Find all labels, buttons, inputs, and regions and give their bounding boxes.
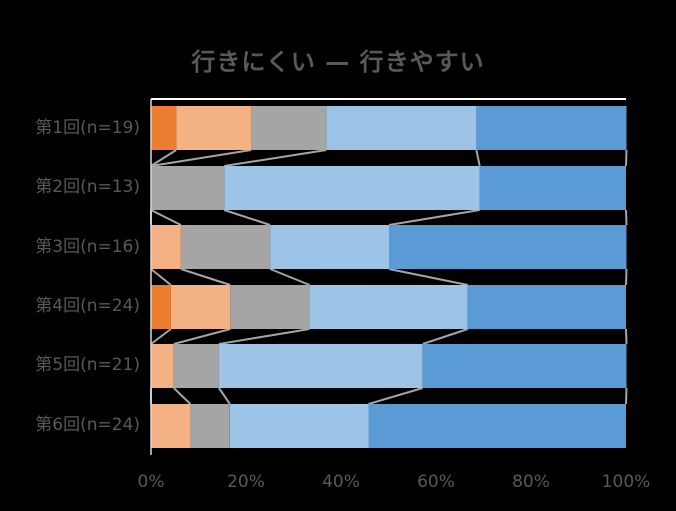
bar-segment (309, 285, 468, 329)
series-line (625, 149, 628, 167)
bar-segment (422, 344, 627, 388)
series-line (475, 149, 481, 167)
series-line (388, 209, 480, 226)
series-line (625, 209, 628, 226)
bar-segment (151, 404, 191, 448)
bar-segment (176, 106, 252, 150)
category-label: 第6回(n=24) (35, 415, 140, 435)
series-line (422, 328, 469, 345)
series-lines (150, 149, 628, 405)
bar-segment (151, 106, 177, 150)
series-line (218, 387, 231, 405)
series-line (269, 268, 310, 286)
series-line (368, 387, 423, 405)
series-line (150, 328, 172, 345)
bar-segment (467, 285, 626, 329)
bar-segment (151, 344, 174, 388)
series-line (218, 328, 310, 345)
bar-segment (151, 225, 181, 269)
bar-segment (173, 344, 219, 388)
bar-segment (368, 404, 626, 448)
tick-label: 80% (512, 472, 550, 492)
tick-label: 0% (137, 472, 165, 492)
series-line (173, 387, 192, 405)
bar-segment (389, 225, 627, 269)
category-label: 第2回(n=13) (35, 177, 140, 197)
series-line (224, 149, 327, 167)
series-line (150, 268, 172, 286)
bar-segment (151, 285, 171, 329)
category-label: 第5回(n=21) (35, 355, 140, 375)
tick-label: 40% (322, 472, 360, 492)
series-line (625, 268, 628, 286)
bar-segment (224, 166, 480, 210)
bar-segment (326, 106, 477, 150)
bar-segment (251, 106, 327, 150)
bar-segment (170, 285, 231, 329)
series-line (150, 149, 252, 167)
tick-label: 60% (417, 472, 455, 492)
tick-label: 100% (601, 472, 651, 492)
bar-segment (229, 404, 369, 448)
series-line (625, 328, 628, 345)
series-line (388, 268, 468, 286)
bars (151, 106, 627, 448)
series-line (150, 149, 177, 167)
series-line (173, 328, 231, 345)
category-label: 第3回(n=16) (35, 237, 140, 257)
chart-title: 行きにくい — 行きやすい (191, 48, 485, 76)
series-line (150, 209, 182, 226)
series-line (223, 209, 271, 226)
category-label: 第1回(n=19) (35, 118, 140, 138)
bar-segment (230, 285, 310, 329)
bar-segment (270, 225, 389, 269)
bar-segment (479, 166, 626, 210)
series-line (180, 268, 231, 286)
bar-segment (190, 404, 230, 448)
category-label: 第4回(n=24) (35, 296, 140, 316)
bar-segment (218, 344, 423, 388)
bar-segment (476, 106, 627, 150)
bar-segment (180, 225, 271, 269)
bar-segment (151, 166, 225, 210)
series-line (625, 387, 628, 405)
tick-label: 20% (227, 472, 265, 492)
